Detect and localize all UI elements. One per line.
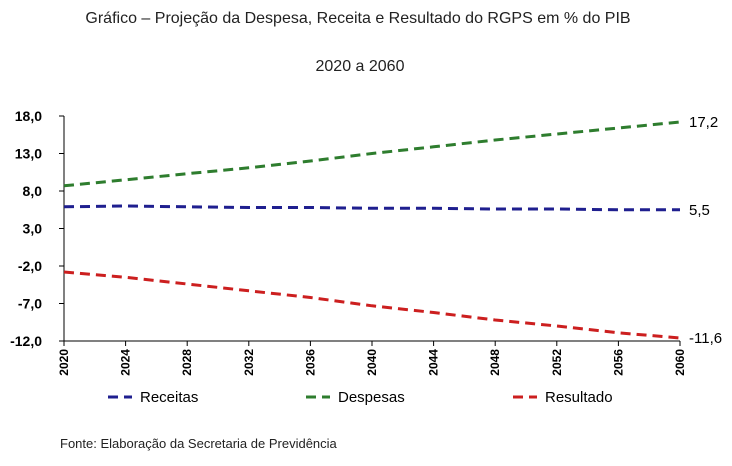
- series-line-despesas: [63, 120, 681, 188]
- chart-title: Gráfico – Projeção da Despesa, Receita e…: [85, 10, 631, 27]
- end-value-label: 5,5: [689, 202, 710, 219]
- end-value-label: 17,2: [689, 114, 718, 131]
- y-tick-label: 8,0: [23, 183, 43, 199]
- series-line-receitas: [63, 204, 680, 212]
- legend-label-resultado: Resultado: [545, 389, 613, 406]
- x-tick-label: 2024: [119, 349, 133, 376]
- x-tick-label: 2040: [365, 349, 379, 376]
- y-tick-label: 18,0: [15, 108, 42, 124]
- y-tick-label: -2,0: [18, 258, 42, 274]
- x-tick-label: 2044: [427, 349, 441, 376]
- x-tick-label: 2032: [242, 349, 256, 376]
- x-tick-label: 2052: [550, 349, 564, 376]
- legend-label-receitas: Receitas: [140, 389, 198, 406]
- y-tick-label: 13,0: [15, 146, 42, 162]
- series-line-resultado: [63, 270, 681, 340]
- x-tick-label: 2060: [673, 349, 687, 376]
- y-tick-label: -7,0: [18, 296, 42, 312]
- end-value-label: -11,6: [689, 330, 722, 347]
- x-tick-label: 2048: [488, 349, 502, 376]
- legend-label-despesas: Despesas: [338, 389, 405, 406]
- x-tick-label: 2020: [57, 349, 71, 376]
- y-tick-label: -12,0: [10, 333, 42, 349]
- chart-subtitle: 2020 a 2060: [315, 58, 405, 75]
- x-tick-label: 2056: [611, 349, 625, 376]
- x-tick-label: 2036: [303, 349, 317, 376]
- source-note: Fonte: Elaboração da Secretaria de Previ…: [60, 436, 337, 451]
- x-tick-label: 2028: [180, 349, 194, 376]
- y-tick-label: 3,0: [23, 221, 43, 237]
